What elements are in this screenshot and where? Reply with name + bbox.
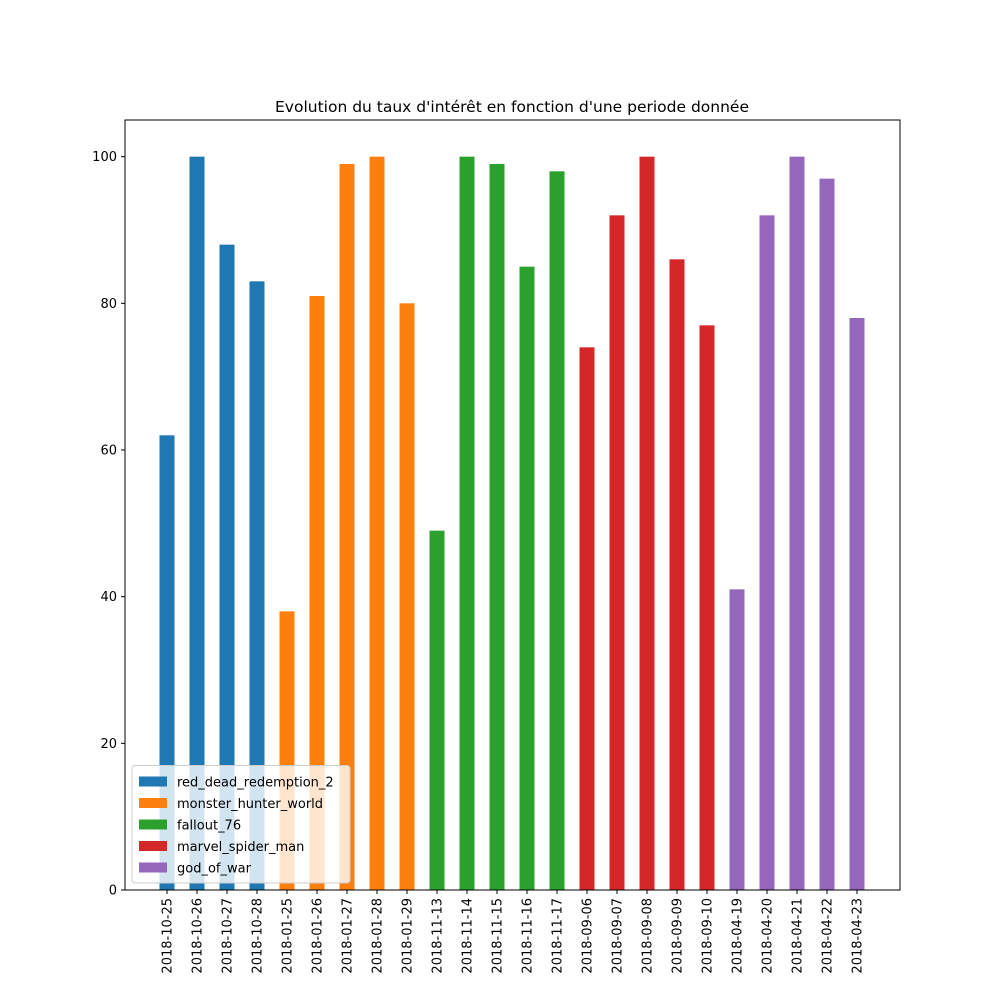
legend-label: marvel_spider_man [177, 840, 304, 855]
x-tick-label: 2018-10-26 [191, 898, 206, 974]
x-tick-label: 2018-04-22 [821, 898, 836, 974]
x-tick-label: 2018-09-07 [611, 898, 626, 974]
bar [729, 589, 745, 890]
x-tick-label: 2018-11-13 [431, 898, 446, 974]
bar [549, 171, 565, 891]
bar [339, 164, 355, 890]
legend-swatch [139, 841, 167, 851]
bar [399, 303, 415, 890]
x-tick-label: 2018-01-25 [281, 898, 296, 974]
x-tick-label: 2018-10-25 [161, 898, 176, 974]
y-tick-label: 20 [100, 737, 117, 752]
bar [819, 178, 835, 890]
legend-label: god_of_war [177, 862, 252, 877]
x-tick-label: 2018-09-06 [581, 898, 596, 974]
x-tick-label: 2018-09-08 [641, 898, 656, 974]
legend-swatch [139, 862, 167, 873]
bar [639, 156, 655, 890]
legend: red_dead_redemption_2 monster_hunter_worl… [131, 765, 351, 884]
bar [489, 164, 505, 890]
x-tick-label: 2018-04-19 [731, 898, 746, 974]
legend-label: monster_hunter_world [177, 797, 323, 812]
bar [309, 296, 325, 890]
x-tick-label: 2018-10-27 [221, 898, 236, 974]
bar [669, 259, 685, 890]
legend-label: fallout_76 [177, 819, 241, 834]
bar [609, 215, 625, 891]
bar [579, 347, 595, 890]
bar [429, 530, 445, 890]
bar [459, 156, 475, 890]
bar [189, 156, 205, 890]
bar [699, 325, 715, 890]
x-tick-label: 2018-10-28 [251, 898, 266, 974]
bar [759, 215, 775, 891]
y-tick-label: 0 [109, 884, 117, 899]
x-tick-label: 2018-01-26 [311, 898, 326, 974]
x-tick-label: 2018-11-14 [461, 898, 476, 974]
x-tick-label: 2018-09-10 [701, 898, 716, 974]
legend-swatch [139, 776, 167, 787]
plot-frame [124, 119, 901, 891]
legend-label: red_dead_redemption_2 [177, 776, 334, 791]
bar [249, 281, 265, 890]
y-tick-label: 60 [100, 444, 117, 459]
x-tick-label: 2018-11-15 [491, 898, 506, 974]
x-tick-label: 2018-01-29 [401, 898, 416, 974]
bar [369, 156, 385, 890]
bar [789, 156, 805, 890]
x-tick-label: 2018-01-28 [371, 898, 386, 974]
bar [849, 318, 865, 890]
x-tick-label: 2018-04-21 [791, 898, 806, 974]
legend-swatch [139, 798, 167, 808]
legend-box [131, 765, 351, 884]
x-tick-label: 2018-09-09 [671, 898, 686, 974]
legend-swatch [139, 819, 167, 830]
x-tick-label: 2018-04-20 [761, 898, 776, 974]
y-tick-label: 80 [100, 297, 117, 312]
y-tick-label: 100 [92, 150, 117, 165]
x-tick-label: 2018-01-27 [341, 898, 356, 974]
y-tick-label: 40 [100, 590, 117, 605]
bar [519, 266, 535, 891]
chart-title: Evolution du taux d'intérêt en fonction … [275, 98, 749, 116]
bar [219, 244, 235, 890]
x-tick-label: 2018-11-16 [521, 898, 536, 974]
x-tick-label: 2018-11-17 [551, 898, 566, 974]
x-tick-label: 2018-04-23 [851, 898, 866, 974]
